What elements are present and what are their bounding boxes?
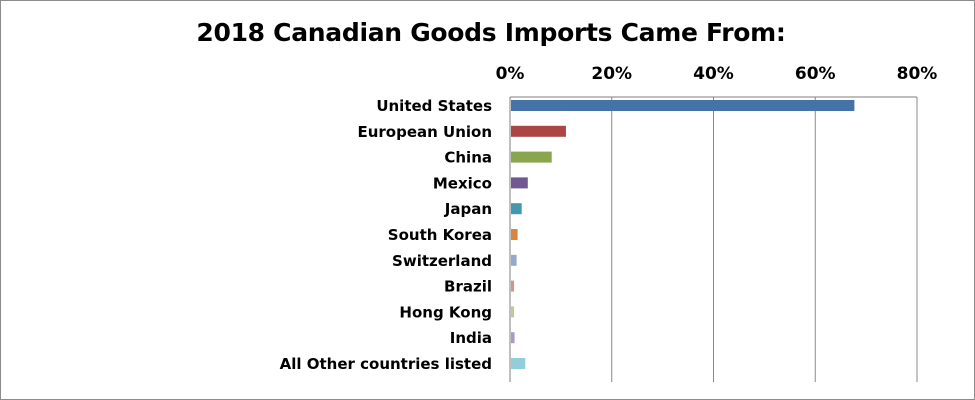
x-tick-label: 0% [496,64,525,84]
bar-mexico [511,177,528,189]
category-label: Mexico [433,174,492,192]
category-label: India [450,329,492,347]
category-label: Japan [444,200,492,218]
chart-title: 2018 Canadian Goods Imports Came From: [196,18,786,47]
bars [511,100,855,369]
gridlines [509,96,918,382]
bar-south-korea [511,229,518,240]
x-tick-label: 40% [693,64,734,84]
category-label: European Union [357,123,492,141]
bar-hong-kong [511,306,515,318]
x-axis-ticks: 0% 20% 40% 60% 80% [496,64,938,84]
bar-switzerland [511,254,517,266]
bar-all-other-countries-listed [511,358,526,369]
category-label: Switzerland [392,252,492,270]
category-label: Brazil [444,278,492,296]
bar-china [511,151,552,163]
bar-european-union [511,125,566,137]
x-tick-label: 80% [897,64,938,84]
category-label: Hong Kong [399,303,492,321]
bar-united-states [511,100,855,111]
category-labels: United States European Union China Mexico Ja… [280,97,492,373]
category-label: China [444,149,492,167]
bar-brazil [511,280,515,292]
bar-japan [511,203,522,215]
category-label: South Korea [388,226,492,244]
bar-india [511,332,515,344]
x-tick-label: 20% [591,64,632,84]
category-label: United States [376,97,492,115]
x-tick-label: 60% [795,64,836,84]
category-label: All Other countries listed [280,355,492,373]
